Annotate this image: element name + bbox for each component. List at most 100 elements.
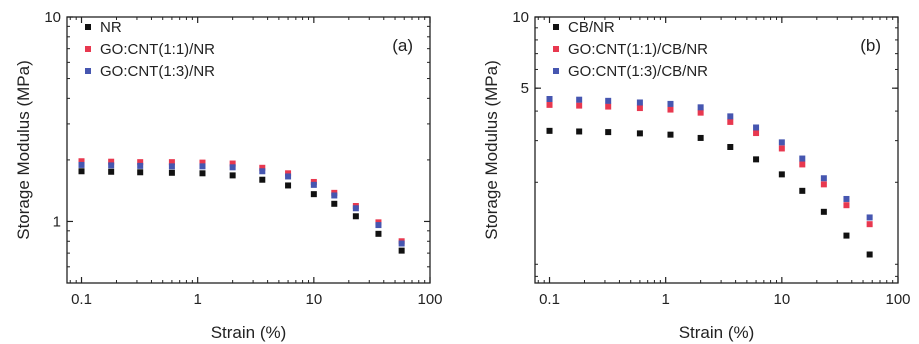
data-point-a-s2 — [375, 222, 382, 229]
plot-frame-b — [534, 16, 899, 284]
legend-label-b: CB/NR — [568, 19, 615, 36]
data-point-b-s1 — [778, 145, 785, 152]
data-point-b-s0 — [843, 232, 850, 239]
x-tick-label-b: 1 — [662, 291, 670, 308]
legend-label-b: GO:CNT(1:1)/CB/NR — [568, 41, 708, 58]
data-point-a-s0 — [352, 213, 359, 220]
data-point-a-s1 — [168, 159, 175, 166]
data-point-b-s0 — [799, 187, 806, 194]
legend-marker-b — [553, 24, 559, 30]
data-point-a-s2 — [199, 163, 206, 170]
data-point-b-s1 — [820, 181, 827, 188]
data-point-a-s2 — [398, 240, 405, 247]
y-tick-label-a: 1 — [53, 213, 61, 230]
data-point-b-s2 — [753, 124, 760, 131]
legend-marker-a — [85, 24, 91, 30]
data-point-b-s0 — [636, 130, 643, 137]
data-point-b-s1 — [799, 161, 806, 168]
legend-marker-a — [85, 68, 91, 74]
x-tick-label-a: 10 — [305, 291, 322, 308]
data-point-b-s2 — [667, 100, 674, 107]
data-point-a-s0 — [78, 168, 85, 175]
panel-label-a: (a) — [392, 36, 413, 55]
y-tick-label-b: 5 — [521, 80, 529, 97]
data-point-a-s0 — [285, 182, 292, 189]
data-point-b-s1 — [605, 103, 612, 110]
data-point-a-s2 — [285, 173, 292, 180]
data-point-b-s1 — [667, 106, 674, 113]
data-point-b-s1 — [546, 101, 553, 108]
plot-frame-a — [66, 16, 431, 284]
data-point-b-s2 — [799, 155, 806, 162]
x-tick-label-b: 10 — [773, 291, 790, 308]
data-point-a-s0 — [310, 191, 317, 198]
data-point-b-s0 — [778, 171, 785, 178]
data-point-b-s1 — [636, 105, 643, 112]
data-point-b-s2 — [843, 195, 850, 202]
data-point-b-s1 — [697, 109, 704, 116]
y-tick-label-b: 10 — [512, 9, 529, 26]
data-point-b-s2 — [697, 104, 704, 111]
y-axis-title-a: Storage Modulus (MPa) — [14, 60, 33, 240]
data-point-b-s2 — [605, 97, 612, 104]
data-point-a-s0 — [229, 172, 236, 179]
data-point-b-s2 — [636, 99, 643, 106]
x-tick-label-a: 1 — [194, 291, 202, 308]
data-point-a-s2 — [352, 205, 359, 212]
data-point-a-s2 — [168, 163, 175, 170]
legend-label-a: GO:CNT(1:1)/NR — [100, 41, 215, 58]
data-point-b-s0 — [753, 156, 760, 163]
legend-label-a: GO:CNT(1:3)/NR — [100, 63, 215, 80]
data-point-b-s1 — [843, 202, 850, 209]
data-point-a-s0 — [375, 230, 382, 237]
panel-label-b: (b) — [860, 36, 881, 55]
data-point-a-s1 — [199, 159, 206, 166]
data-point-b-s0 — [605, 129, 612, 136]
data-point-b-s1 — [576, 102, 583, 109]
data-point-b-s0 — [866, 251, 873, 258]
data-point-b-s2 — [866, 214, 873, 221]
data-point-b-s0 — [697, 134, 704, 141]
data-point-a-s0 — [199, 170, 206, 177]
x-tick-label-a: 100 — [417, 291, 442, 308]
data-point-b-s0 — [820, 208, 827, 215]
data-point-a-s0 — [108, 168, 115, 175]
data-point-a-s0 — [331, 200, 338, 207]
data-point-a-s0 — [168, 169, 175, 176]
data-point-a-s2 — [78, 161, 85, 168]
x-axis-title-a: Strain (%) — [211, 323, 287, 342]
data-point-b-s1 — [727, 118, 734, 125]
panel-b-chart: 0.1 1 10 100 5 10 Strain (%) Storage Modulus (M… — [482, 9, 911, 342]
data-point-a-s2 — [137, 162, 144, 169]
data-point-b-s2 — [778, 139, 785, 146]
data-point-a-s1 — [229, 160, 236, 167]
data-point-a-s2 — [259, 168, 266, 175]
data-point-a-s0 — [398, 247, 405, 254]
data-point-b-s1 — [866, 221, 873, 228]
data-point-a-s1 — [78, 158, 85, 165]
legend-marker-b — [553, 46, 559, 52]
legend-label-a: NR — [100, 19, 122, 36]
data-point-a-s1 — [285, 170, 292, 177]
legend-label-b: GO:CNT(1:3)/CB/NR — [568, 63, 708, 80]
data-point-a-s0 — [137, 169, 144, 176]
x-tick-label-b: 0.1 — [539, 291, 560, 308]
x-tick-label-b: 100 — [885, 291, 910, 308]
x-tick-label-a: 0.1 — [71, 291, 92, 308]
y-tick-label-a: 10 — [44, 9, 61, 26]
data-point-b-s2 — [576, 96, 583, 103]
data-point-a-s0 — [259, 176, 266, 183]
y-axis-title-b: Storage Modulus (MPa) — [482, 60, 501, 240]
data-point-b-s1 — [753, 130, 760, 137]
data-point-a-s1 — [259, 164, 266, 171]
data-point-b-s0 — [576, 128, 583, 135]
data-point-b-s0 — [727, 143, 734, 150]
x-axis-title-b: Strain (%) — [679, 323, 755, 342]
data-point-a-s1 — [137, 159, 144, 166]
data-point-b-s0 — [667, 131, 674, 138]
data-point-a-s1 — [108, 158, 115, 165]
data-point-b-s2 — [820, 175, 827, 182]
data-point-b-s2 — [727, 113, 734, 120]
data-point-b-s2 — [546, 96, 553, 103]
